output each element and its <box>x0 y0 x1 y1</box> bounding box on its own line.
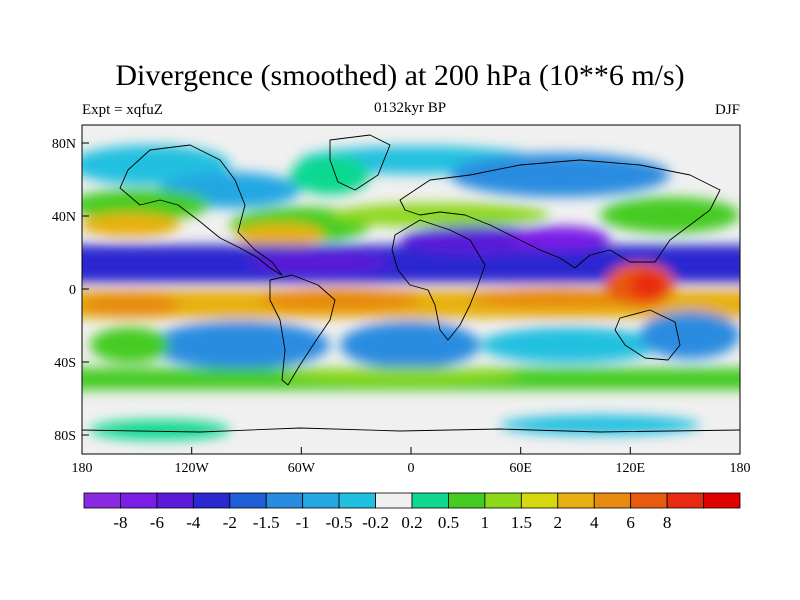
x-axis-tick-labels: 180 120W 60W 0 60E 120E 180 <box>72 461 751 476</box>
field-blob <box>90 420 230 440</box>
season-label: DJF <box>714 102 740 118</box>
y-tick-label: 0 <box>69 283 76 298</box>
x-tick-label: 60E <box>509 461 532 476</box>
x-tick-label: 60W <box>288 461 316 476</box>
field-blob <box>290 155 370 195</box>
colorbar-box <box>666 492 704 509</box>
eurasia-coast <box>399 159 721 269</box>
y-axis-tick-labels: 80N 40N 0 40S 80S <box>52 137 76 444</box>
colorbar-label: 8 <box>663 513 672 532</box>
x-tick-label: 0 <box>408 461 415 476</box>
colorbar-label: 2 <box>554 513 563 532</box>
field-blob <box>150 321 330 369</box>
x-tick-label: 120E <box>616 461 646 476</box>
field-blob <box>470 288 650 308</box>
colorbar-box <box>302 492 340 509</box>
colorbar <box>83 492 741 509</box>
field-blob <box>250 250 390 274</box>
chart-title: Divergence (smoothed) at 200 hPa (10**6 … <box>115 59 685 92</box>
y-tick-label: 80N <box>52 137 76 152</box>
field-blob <box>90 327 170 363</box>
y-tick-label: 80S <box>54 429 76 444</box>
colorbar-box <box>375 492 413 509</box>
field-blob <box>260 288 420 312</box>
africa-coast <box>391 219 486 341</box>
field-blob <box>500 415 700 435</box>
experiment-label: Expt = xqfuZ <box>82 102 163 118</box>
colorbar-label: -0.5 <box>326 513 353 532</box>
field-blob <box>450 153 670 197</box>
tick-marks <box>81 142 741 454</box>
north-america-coast <box>119 144 283 276</box>
field-blob <box>510 226 610 250</box>
colorbar-label: -8 <box>113 513 127 532</box>
colorbar-box <box>520 492 559 509</box>
colorbar-box <box>484 492 522 509</box>
x-tick-label: 180 <box>730 461 751 476</box>
colorbar-box <box>120 492 158 509</box>
colorbar-box <box>593 492 632 509</box>
field-blob <box>600 197 740 233</box>
coastlines <box>82 134 740 433</box>
colorbar-label: -6 <box>150 513 164 532</box>
colorbar-box <box>265 492 304 509</box>
field-blob <box>82 189 210 221</box>
antarctica-coast <box>82 427 740 433</box>
colorbar-label: -0.2 <box>362 513 389 532</box>
colorbar-label: -1.5 <box>253 513 280 532</box>
colorbar-label: 1.5 <box>511 513 532 532</box>
colorbar-box <box>229 492 267 509</box>
colorbar-label: -1 <box>296 513 310 532</box>
x-tick-label: 120W <box>175 461 210 476</box>
field-blob <box>340 321 480 369</box>
colorbar-label: 0.5 <box>438 513 459 532</box>
colorbar-box <box>630 492 668 509</box>
colorbar-labels: -8 -6 -4 -2 -1.5 -1 -0.5 -0.2 0.2 0.5 1 1.5 2 4 6 8 <box>113 513 671 532</box>
colorbar-box <box>156 492 194 509</box>
colorbar-box <box>703 492 741 509</box>
colorbar-label: -2 <box>223 513 237 532</box>
greenland-coast <box>329 134 391 191</box>
y-tick-label: 40S <box>54 356 76 371</box>
colorbar-label: 6 <box>626 513 635 532</box>
y-tick-label: 40N <box>52 210 76 225</box>
field-blob <box>330 203 550 227</box>
colorbar-box <box>557 492 595 509</box>
colorbar-label: 1 <box>481 513 490 532</box>
colorbar-box <box>448 492 486 509</box>
field-blob <box>82 293 180 317</box>
south-america-coast <box>269 274 336 386</box>
colorbar-box <box>411 492 449 509</box>
colorbar-label: 4 <box>590 513 599 532</box>
time-label: 0132kyr BP <box>373 100 447 116</box>
colorbar-box <box>192 492 231 509</box>
colorbar-box <box>83 492 121 509</box>
divergence-field <box>82 125 740 454</box>
field-blob <box>280 367 520 383</box>
australia-coast <box>614 309 681 361</box>
field-blob <box>640 311 740 359</box>
x-tick-label: 180 <box>72 461 93 476</box>
field-blob <box>630 271 666 299</box>
field-blob <box>480 327 660 363</box>
field-blob <box>82 213 180 237</box>
colorbar-box <box>338 492 376 509</box>
colorbar-label: 0.2 <box>401 513 422 532</box>
colorbar-label: -4 <box>186 513 201 532</box>
field-blob <box>235 223 325 247</box>
